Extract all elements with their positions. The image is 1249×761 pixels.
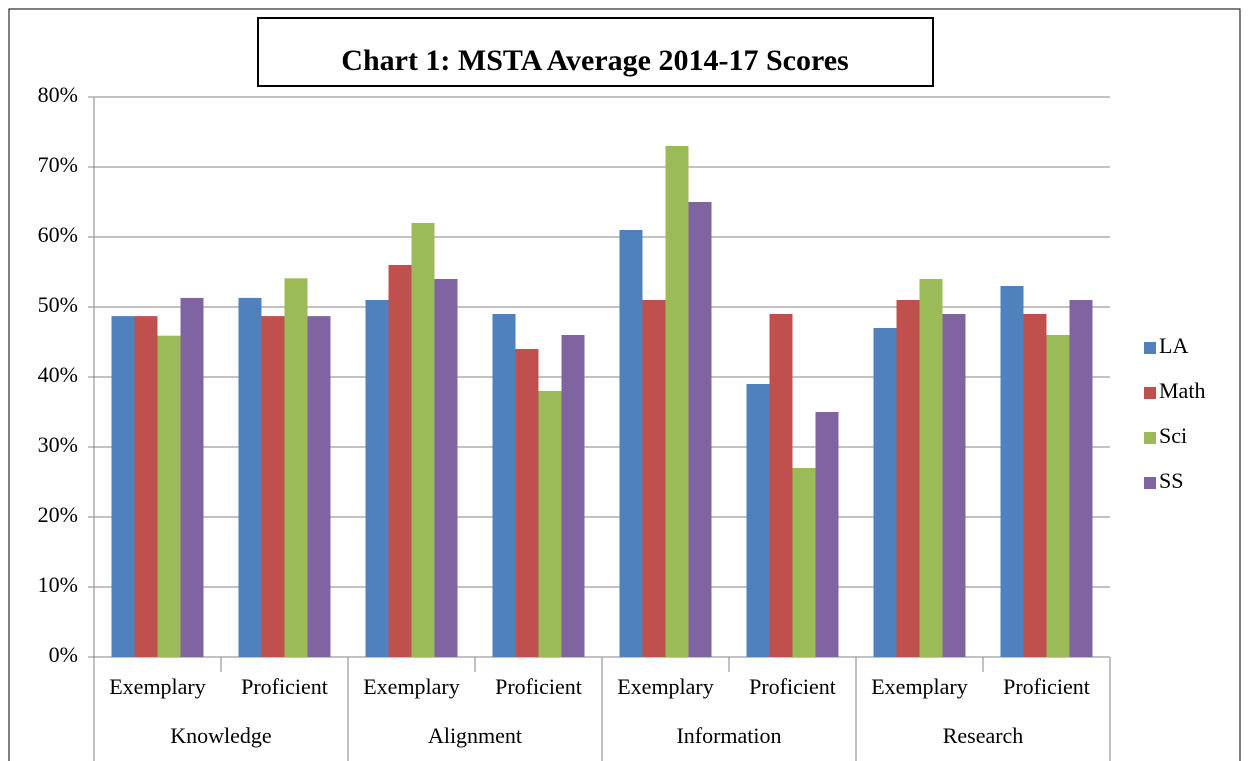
bar [1069, 300, 1093, 657]
group-label: Information [676, 723, 781, 748]
bar [896, 300, 920, 657]
bar [688, 202, 712, 657]
chart-title: Chart 1: MSTA Average 2014-17 Scores [341, 44, 848, 77]
x-tick-label: Exemplary [871, 674, 968, 699]
bar [434, 279, 458, 657]
bar [1000, 286, 1024, 657]
x-tick-label: Exemplary [363, 674, 460, 699]
y-tick-label: 0% [49, 642, 78, 667]
x-tick-label: Proficient [1003, 674, 1090, 699]
bar [746, 384, 770, 657]
y-tick-label: 10% [38, 572, 78, 597]
bar [769, 314, 793, 657]
x-tick-label: Proficient [495, 674, 582, 699]
bar [180, 297, 204, 657]
bar [157, 335, 181, 657]
bar [642, 300, 666, 657]
bar [411, 223, 435, 657]
legend-label: Math [1159, 378, 1205, 403]
y-tick-label: 40% [38, 362, 78, 387]
bar [873, 328, 897, 657]
x-tick-label: Exemplary [109, 674, 206, 699]
bar [619, 230, 643, 657]
bar [919, 279, 943, 657]
bar [238, 297, 262, 657]
y-tick-label: 20% [38, 502, 78, 527]
bar [815, 412, 839, 657]
y-tick-label: 30% [38, 432, 78, 457]
x-tick-label: Proficient [241, 674, 328, 699]
bar [284, 278, 308, 657]
chart-border [8, 8, 1241, 761]
legend-label: LA [1159, 333, 1188, 358]
bar [942, 314, 966, 657]
title-box [257, 17, 934, 87]
group-label: Research [943, 723, 1024, 748]
y-tick-label: 70% [38, 152, 78, 177]
bar [261, 316, 285, 657]
bar [538, 391, 562, 657]
x-tick-label: Exemplary [617, 674, 714, 699]
legend-swatch [1144, 387, 1156, 399]
bar [1046, 335, 1070, 657]
y-tick-label: 60% [38, 222, 78, 247]
legend-label: SS [1159, 468, 1183, 493]
bar [111, 316, 135, 657]
group-label: Alignment [428, 723, 522, 748]
bar [388, 265, 412, 657]
bar [492, 314, 516, 657]
y-tick-label: 50% [38, 292, 78, 317]
bar [792, 468, 816, 657]
legend-swatch [1144, 432, 1156, 444]
bar [365, 300, 389, 657]
legend-swatch [1144, 477, 1156, 489]
bar [515, 349, 539, 657]
y-tick-label: 80% [38, 82, 78, 107]
bar [1023, 314, 1047, 657]
bar [561, 335, 585, 657]
group-label: Knowledge [170, 723, 271, 748]
legend-label: Sci [1159, 423, 1187, 448]
bar [307, 316, 331, 657]
legend-swatch [1144, 342, 1156, 354]
bar [134, 316, 158, 657]
bar [665, 146, 689, 657]
x-tick-label: Proficient [749, 674, 836, 699]
